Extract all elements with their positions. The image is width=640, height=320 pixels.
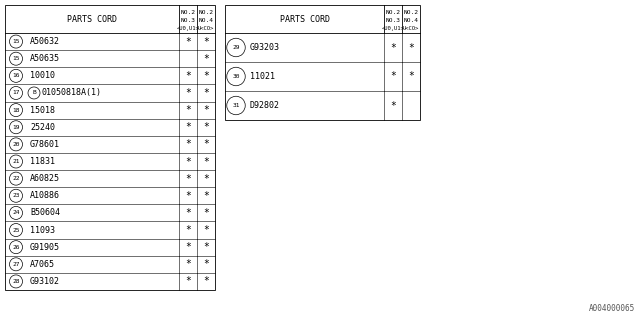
Text: NO.4: NO.4 bbox=[403, 18, 419, 23]
Text: *: * bbox=[203, 156, 209, 166]
Text: *: * bbox=[185, 140, 191, 149]
Text: *: * bbox=[185, 71, 191, 81]
Text: G93102: G93102 bbox=[30, 277, 60, 286]
Text: G78601: G78601 bbox=[30, 140, 60, 149]
Text: 15: 15 bbox=[12, 39, 20, 44]
Text: <U0,U1>: <U0,U1> bbox=[177, 26, 200, 31]
Text: *: * bbox=[203, 36, 209, 47]
Text: *: * bbox=[390, 100, 396, 110]
Text: A50635: A50635 bbox=[30, 54, 60, 63]
Text: 11021: 11021 bbox=[250, 72, 275, 81]
Text: *: * bbox=[203, 140, 209, 149]
Text: 23: 23 bbox=[12, 193, 20, 198]
Text: *: * bbox=[408, 71, 414, 82]
Text: 29: 29 bbox=[232, 45, 240, 50]
Text: *: * bbox=[203, 242, 209, 252]
Text: *: * bbox=[203, 276, 209, 286]
Text: *: * bbox=[185, 259, 191, 269]
Text: 11831: 11831 bbox=[30, 157, 55, 166]
Text: A10886: A10886 bbox=[30, 191, 60, 200]
Text: U<CO>: U<CO> bbox=[403, 26, 419, 31]
Text: *: * bbox=[185, 174, 191, 184]
Text: 10010: 10010 bbox=[30, 71, 55, 80]
Text: *: * bbox=[185, 225, 191, 235]
Text: *: * bbox=[203, 122, 209, 132]
Text: 30: 30 bbox=[232, 74, 240, 79]
Text: D92802: D92802 bbox=[250, 101, 280, 110]
Text: NO.4: NO.4 bbox=[198, 18, 214, 23]
Text: *: * bbox=[185, 105, 191, 115]
Text: *: * bbox=[185, 276, 191, 286]
Text: U<CO>: U<CO> bbox=[198, 26, 214, 31]
Text: 01050818A(1): 01050818A(1) bbox=[42, 88, 102, 98]
Text: NO.2: NO.2 bbox=[198, 10, 214, 15]
Text: NO.3: NO.3 bbox=[385, 18, 401, 23]
Text: *: * bbox=[185, 88, 191, 98]
Text: *: * bbox=[408, 43, 414, 52]
Text: 31: 31 bbox=[232, 103, 240, 108]
Text: 19: 19 bbox=[12, 125, 20, 130]
Text: A60825: A60825 bbox=[30, 174, 60, 183]
Text: 27: 27 bbox=[12, 262, 20, 267]
Text: 17: 17 bbox=[12, 91, 20, 95]
Text: *: * bbox=[203, 54, 209, 64]
Text: 18: 18 bbox=[12, 108, 20, 113]
Text: *: * bbox=[203, 191, 209, 201]
Text: *: * bbox=[185, 191, 191, 201]
Text: 15018: 15018 bbox=[30, 106, 55, 115]
Text: A50632: A50632 bbox=[30, 37, 60, 46]
Text: *: * bbox=[185, 36, 191, 47]
Text: 21: 21 bbox=[12, 159, 20, 164]
Text: B: B bbox=[32, 91, 36, 95]
Text: *: * bbox=[185, 242, 191, 252]
Text: 26: 26 bbox=[12, 245, 20, 250]
Text: 25240: 25240 bbox=[30, 123, 55, 132]
Text: *: * bbox=[185, 122, 191, 132]
Text: <U0,U1>: <U0,U1> bbox=[381, 26, 404, 31]
Text: *: * bbox=[203, 88, 209, 98]
Bar bbox=[5, 5, 215, 290]
Text: PARTS CORD: PARTS CORD bbox=[67, 14, 117, 23]
Text: 11093: 11093 bbox=[30, 226, 55, 235]
Text: NO.2: NO.2 bbox=[385, 10, 401, 15]
Text: A004000065: A004000065 bbox=[589, 304, 635, 313]
Text: A7065: A7065 bbox=[30, 260, 55, 269]
Text: PARTS CORD: PARTS CORD bbox=[280, 14, 330, 23]
Text: *: * bbox=[185, 156, 191, 166]
Bar bbox=[225, 5, 420, 120]
Text: NO.2: NO.2 bbox=[180, 10, 195, 15]
Text: 28: 28 bbox=[12, 279, 20, 284]
Text: 16: 16 bbox=[12, 73, 20, 78]
Text: *: * bbox=[203, 259, 209, 269]
Text: *: * bbox=[390, 43, 396, 52]
Text: 24: 24 bbox=[12, 211, 20, 215]
Text: NO.2: NO.2 bbox=[403, 10, 419, 15]
Text: *: * bbox=[203, 71, 209, 81]
Text: G93203: G93203 bbox=[250, 43, 280, 52]
Text: 22: 22 bbox=[12, 176, 20, 181]
Text: 15: 15 bbox=[12, 56, 20, 61]
Text: *: * bbox=[203, 174, 209, 184]
Text: *: * bbox=[203, 225, 209, 235]
Text: *: * bbox=[203, 208, 209, 218]
Text: 25: 25 bbox=[12, 228, 20, 233]
Text: *: * bbox=[390, 71, 396, 82]
Text: G91905: G91905 bbox=[30, 243, 60, 252]
Text: *: * bbox=[203, 105, 209, 115]
Text: *: * bbox=[185, 208, 191, 218]
Text: 20: 20 bbox=[12, 142, 20, 147]
Text: B50604: B50604 bbox=[30, 208, 60, 217]
Text: NO.3: NO.3 bbox=[180, 18, 195, 23]
